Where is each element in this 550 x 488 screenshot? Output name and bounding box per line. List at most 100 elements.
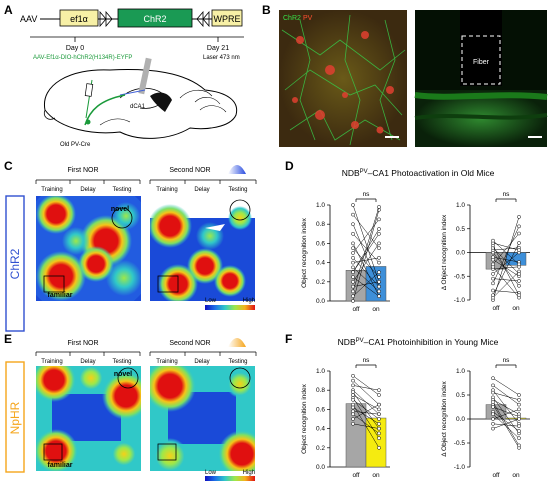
data-point — [491, 400, 495, 405]
y-tick-label: 0.0 — [456, 250, 465, 257]
data-point — [491, 255, 495, 260]
familiar-label: familiar — [48, 292, 73, 299]
data-point — [351, 373, 355, 378]
data-point — [517, 443, 521, 448]
color-scale-bar — [205, 476, 255, 481]
bar-on — [365, 266, 387, 302]
data-point — [351, 270, 355, 275]
pair-line — [352, 391, 380, 429]
chart-d-right: -1.0 -0.5 0.0 0.5 1.0 Δ Object recognition in… — [441, 191, 530, 312]
data-point — [351, 383, 355, 388]
panel-f: F NDBPV–CA1 Photoinhibition in Young Mic… — [285, 332, 530, 479]
data-point — [351, 241, 355, 246]
phase-testing: Testing — [228, 187, 247, 193]
pair-line — [492, 402, 520, 446]
phase-ticks — [35, 180, 257, 184]
x-tick-label: on — [372, 472, 380, 479]
data-point — [517, 283, 521, 288]
x-tick-label: off — [492, 472, 499, 479]
x-tick-label: on — [512, 472, 520, 479]
pair-line — [492, 259, 520, 277]
y-tick-label: -0.5 — [454, 440, 466, 447]
bar-off — [345, 270, 367, 302]
data-point — [377, 421, 381, 426]
chr2-box — [117, 8, 193, 28]
panel-d: D NDBPV–CA1 Photoactivation in Old Mice … — [285, 159, 530, 313]
scale-low: Low — [205, 298, 217, 304]
phase-delay: Delay — [194, 359, 209, 365]
y-tick-label: 1.0 — [456, 202, 465, 209]
pair-line — [492, 409, 520, 420]
phase-testing: Testing — [228, 359, 247, 365]
panel-e: E NpHR First NOR Second NOR Training Del… — [4, 332, 257, 481]
data-point — [377, 270, 381, 275]
y-tick-label: 0.4 — [316, 426, 325, 433]
pair-line — [492, 385, 520, 405]
y-tick-label: 0.0 — [316, 298, 325, 305]
phase-delay: Delay — [80, 187, 95, 193]
pair-line — [492, 240, 520, 265]
y-tick-label: 1.0 — [316, 368, 325, 375]
scale-low: Low — [205, 470, 217, 476]
laser-label: Laser 473 nm — [203, 55, 240, 61]
data-point — [377, 417, 381, 421]
dca1-label: dCA1 — [130, 104, 146, 110]
pair-line — [352, 276, 380, 297]
data-point — [351, 246, 355, 251]
pair-line — [352, 404, 380, 420]
chr2-label: ChR2 — [143, 14, 166, 24]
panel-letter-c: C — [4, 159, 13, 173]
pair-line — [492, 397, 520, 434]
pair-line — [492, 414, 520, 439]
data-point — [377, 246, 381, 251]
phase-testing: Testing — [112, 359, 131, 365]
pair-line — [492, 399, 520, 415]
phase-training: Training — [156, 359, 177, 365]
pair-line — [492, 247, 520, 251]
ns-label: ns — [503, 191, 511, 198]
y-tick-label: 0.5 — [456, 226, 465, 233]
ef1a-label: ef1α — [70, 14, 88, 24]
panel-letter-b: B — [262, 3, 271, 17]
pair-line — [492, 266, 520, 298]
chart-d-left: 0.0 0.2 0.4 0.6 0.8 1.0 Object recognition ind… — [301, 191, 390, 313]
nphr-side-label: NpHR — [8, 401, 22, 434]
data-point — [351, 251, 355, 255]
pair-line — [352, 219, 380, 254]
data-point — [351, 275, 355, 279]
ns-label: ns — [363, 357, 371, 364]
pair-line — [492, 242, 520, 251]
pair-line — [492, 406, 520, 417]
data-point — [517, 215, 521, 219]
data-point — [377, 279, 381, 284]
data-point — [377, 436, 381, 441]
virus-label: AAV-Ef1α-DIO-hChR2(H134R)-EYFP — [33, 55, 132, 61]
data-point — [377, 241, 381, 246]
y-tick-label: 1.0 — [316, 202, 325, 209]
laser-orange-icon — [228, 338, 246, 347]
wpre-label: WPRE — [214, 14, 241, 24]
data-point — [491, 421, 495, 426]
data-point — [517, 241, 521, 245]
x-tick-label: off — [352, 306, 359, 313]
y-axis-label: Object recognition index — [301, 217, 308, 287]
ns-label: ns — [503, 357, 511, 364]
scale-high: High — [243, 470, 255, 476]
panel-c: C ChR2 First NOR Second NOR Training Del… — [4, 159, 257, 332]
data-point — [491, 288, 495, 293]
data-point — [351, 203, 355, 207]
data-point — [377, 284, 381, 289]
data-point — [517, 436, 521, 441]
pair-line — [492, 247, 520, 275]
pair-line — [492, 252, 520, 286]
heatmap-second-chr2 — [150, 196, 255, 301]
data-point — [377, 289, 381, 294]
pair-line — [492, 252, 520, 275]
pair-line — [352, 214, 380, 249]
scale-bar — [385, 136, 399, 138]
data-point — [517, 397, 521, 402]
pair-line — [492, 245, 520, 296]
data-point — [351, 284, 355, 289]
pair-line — [352, 399, 380, 420]
data-point — [377, 231, 381, 236]
